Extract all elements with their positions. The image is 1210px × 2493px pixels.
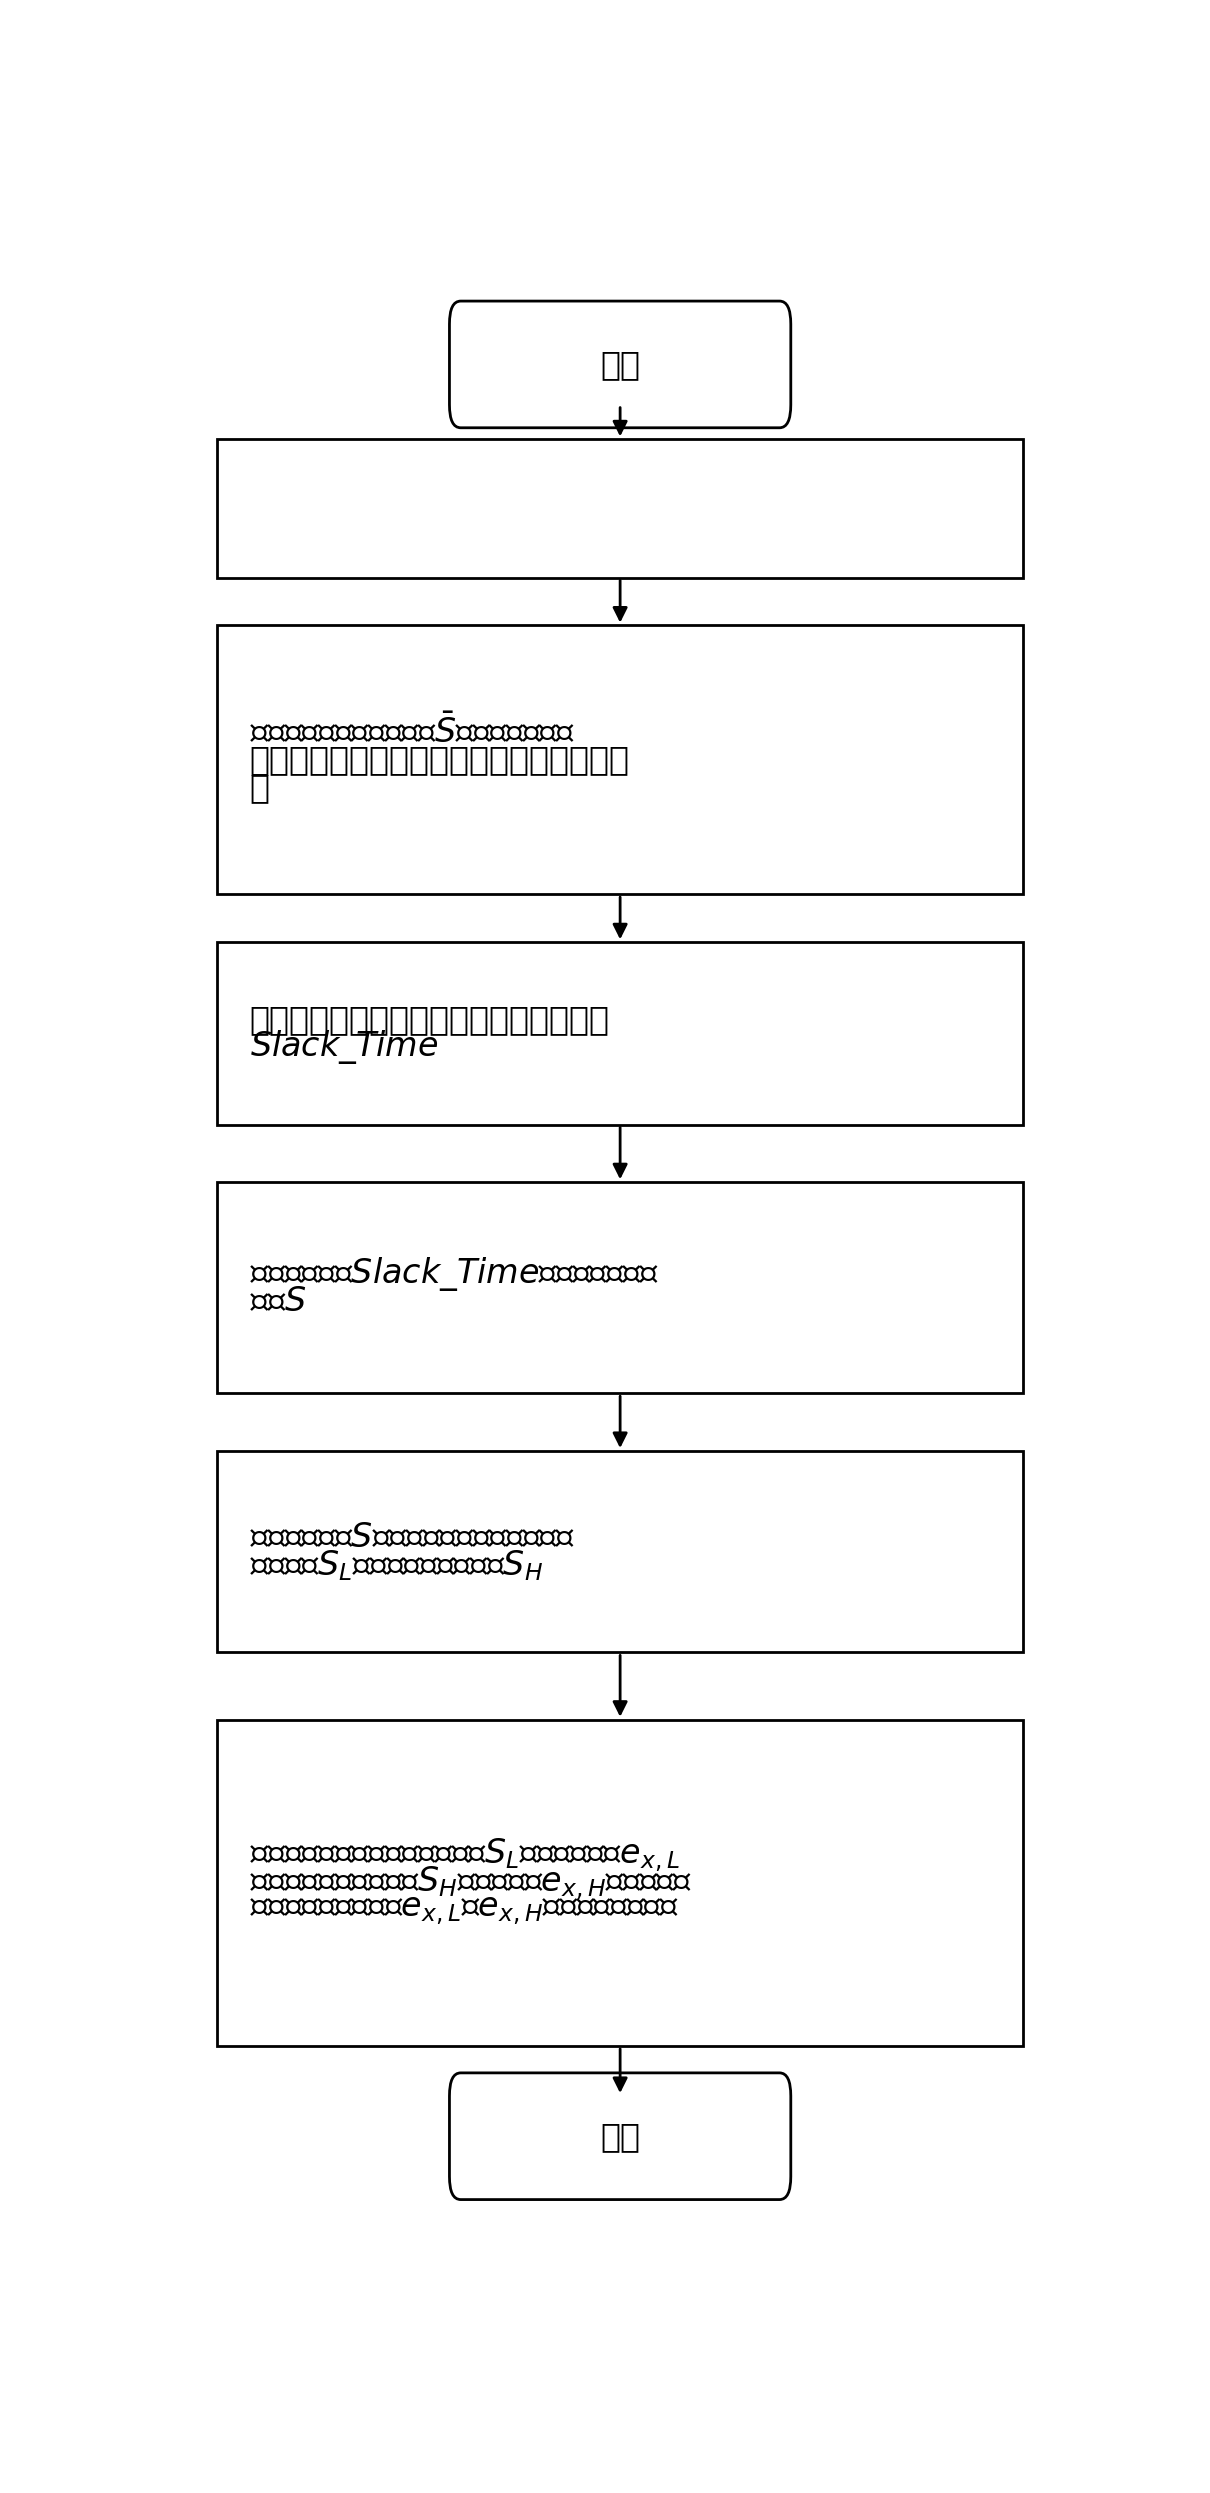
FancyBboxPatch shape xyxy=(217,626,1024,895)
Text: 结束: 结束 xyxy=(600,2119,640,2154)
Text: 当某个任务完成时，回收任务的空闲时间: 当某个任务完成时，回收任务的空闲时间 xyxy=(249,1002,610,1037)
FancyBboxPatch shape xyxy=(217,439,1024,578)
Text: 求的实际的执行时间$e_{x,L}$、$e_{x,H}$来调度执行任务。: 求的实际的执行时间$e_{x,L}$、$e_{x,H}$来调度执行任务。 xyxy=(249,1895,679,1927)
Text: 序: 序 xyxy=(249,770,270,805)
FancyBboxPatch shape xyxy=(217,1720,1024,2047)
Text: 运行速度$S_L$和后部分的运行速度$S_H$: 运行速度$S_L$和后部分的运行速度$S_H$ xyxy=(249,1548,543,1583)
Text: 根据运行速度$S$，来确定每个任务前部分的: 根据运行速度$S$，来确定每个任务前部分的 xyxy=(249,1521,575,1553)
FancyBboxPatch shape xyxy=(217,1451,1024,1653)
FancyBboxPatch shape xyxy=(449,302,791,429)
Text: 和在后部分的运行速度$S_H$的执行时间$e_{x,H}$，最后以所: 和在后部分的运行速度$S_H$的执行时间$e_{x,H}$，最后以所 xyxy=(249,1865,692,1902)
Text: 利用空闲时间$\mathit{Slack\_Time}$计算任务的运行: 利用空闲时间$\mathit{Slack\_Time}$计算任务的运行 xyxy=(249,1254,658,1294)
Text: 根据最早截止期限优先原则对任务集进行排: 根据最早截止期限优先原则对任务集进行排 xyxy=(249,743,629,775)
Text: $\mathit{Slack\_Time}$: $\mathit{Slack\_Time}$ xyxy=(249,1027,438,1067)
Text: 计算任务在最佳运行速度$\bar{S}$下的执行时间，: 计算任务在最佳运行速度$\bar{S}$下的执行时间， xyxy=(249,715,575,750)
FancyBboxPatch shape xyxy=(217,1182,1024,1394)
FancyBboxPatch shape xyxy=(217,942,1024,1124)
FancyBboxPatch shape xyxy=(449,2072,791,2199)
Text: 速度$S$: 速度$S$ xyxy=(249,1284,306,1319)
Text: 计算出任务在前部分的运行速度$S_L$下的执行时间$e_{x,L}$: 计算出任务在前部分的运行速度$S_L$下的执行时间$e_{x,L}$ xyxy=(249,1837,679,1875)
Text: 开始: 开始 xyxy=(600,349,640,381)
